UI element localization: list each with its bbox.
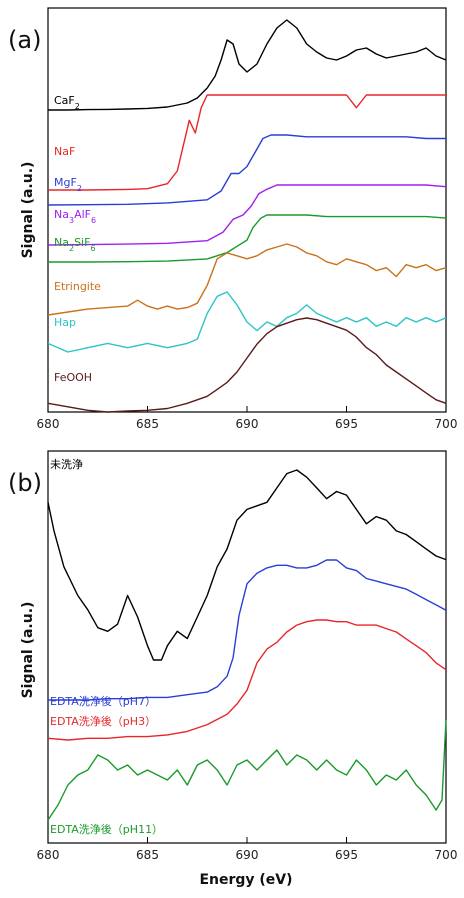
series-line — [47, 243, 447, 316]
series-line — [47, 184, 447, 246]
panel-b-y-axis-label: Signal (a.u.) — [20, 602, 36, 699]
x-tick-label: 680 — [37, 417, 60, 431]
series-line — [47, 469, 447, 661]
series-line — [48, 94, 446, 191]
series-label: CaF2 — [54, 94, 80, 111]
series-label: Na3AlF6 — [54, 208, 96, 225]
series-label: 未洗浄 — [50, 457, 83, 471]
x-tick-label: 695 — [335, 417, 358, 431]
x-tick-label: 695 — [335, 848, 358, 862]
series-label: Na2SiF6 — [54, 236, 96, 253]
series-line — [47, 291, 447, 353]
panel-b-x-ticks: 680 685 690 695 700 — [37, 837, 458, 862]
panel-b-series: 未洗浄 EDTA洗浄後（pH7） EDTA洗浄後（pH3） EDTA洗浄後（pH11） — [47, 457, 447, 836]
x-tick-label: 690 — [236, 848, 259, 862]
panel-a-series: CaF2 NaF MgF2 Na3AlF6 Na2SiF6 Etringite Hap FeO… — [47, 19, 447, 413]
series-label: MgF2 — [54, 176, 82, 193]
series-label: NaF — [54, 145, 75, 158]
panel-b-label: (b) — [8, 469, 42, 497]
x-tick-label: 685 — [136, 848, 159, 862]
series-line — [47, 317, 447, 413]
panel-a: (a) Signal (a.u.) 680 685 690 695 700 CaF2 Na… — [8, 7, 458, 431]
series-label: EDTA洗浄後（pH7） — [50, 694, 156, 708]
series-line — [48, 214, 447, 263]
series-label: EDTA洗浄後（pH3） — [50, 714, 156, 728]
series-label: EDTA洗浄後（pH11） — [50, 822, 163, 836]
x-tick-label: 700 — [435, 417, 458, 431]
x-axis-label: Energy (eV) — [199, 872, 292, 888]
series-line — [47, 619, 447, 741]
x-tick-label: 680 — [37, 848, 60, 862]
panel-b: (b) Signal (a.u.) 680 685 690 695 700 未洗浄 EDT… — [8, 450, 458, 862]
series-line — [48, 559, 447, 701]
series-line — [47, 134, 446, 206]
panel-a-label: (a) — [8, 26, 41, 54]
series-line — [47, 719, 447, 821]
x-tick-label: 685 — [136, 417, 159, 431]
series-label: FeOOH — [54, 371, 92, 384]
x-tick-label: 700 — [435, 848, 458, 862]
series-line — [48, 19, 447, 111]
series-label: Hap — [54, 316, 76, 329]
x-tick-label: 690 — [236, 417, 259, 431]
series-label: Etringite — [54, 280, 101, 293]
panel-a-y-axis-label: Signal (a.u.) — [20, 162, 36, 259]
panel-a-x-ticks: 680 685 690 695 700 — [37, 406, 458, 431]
